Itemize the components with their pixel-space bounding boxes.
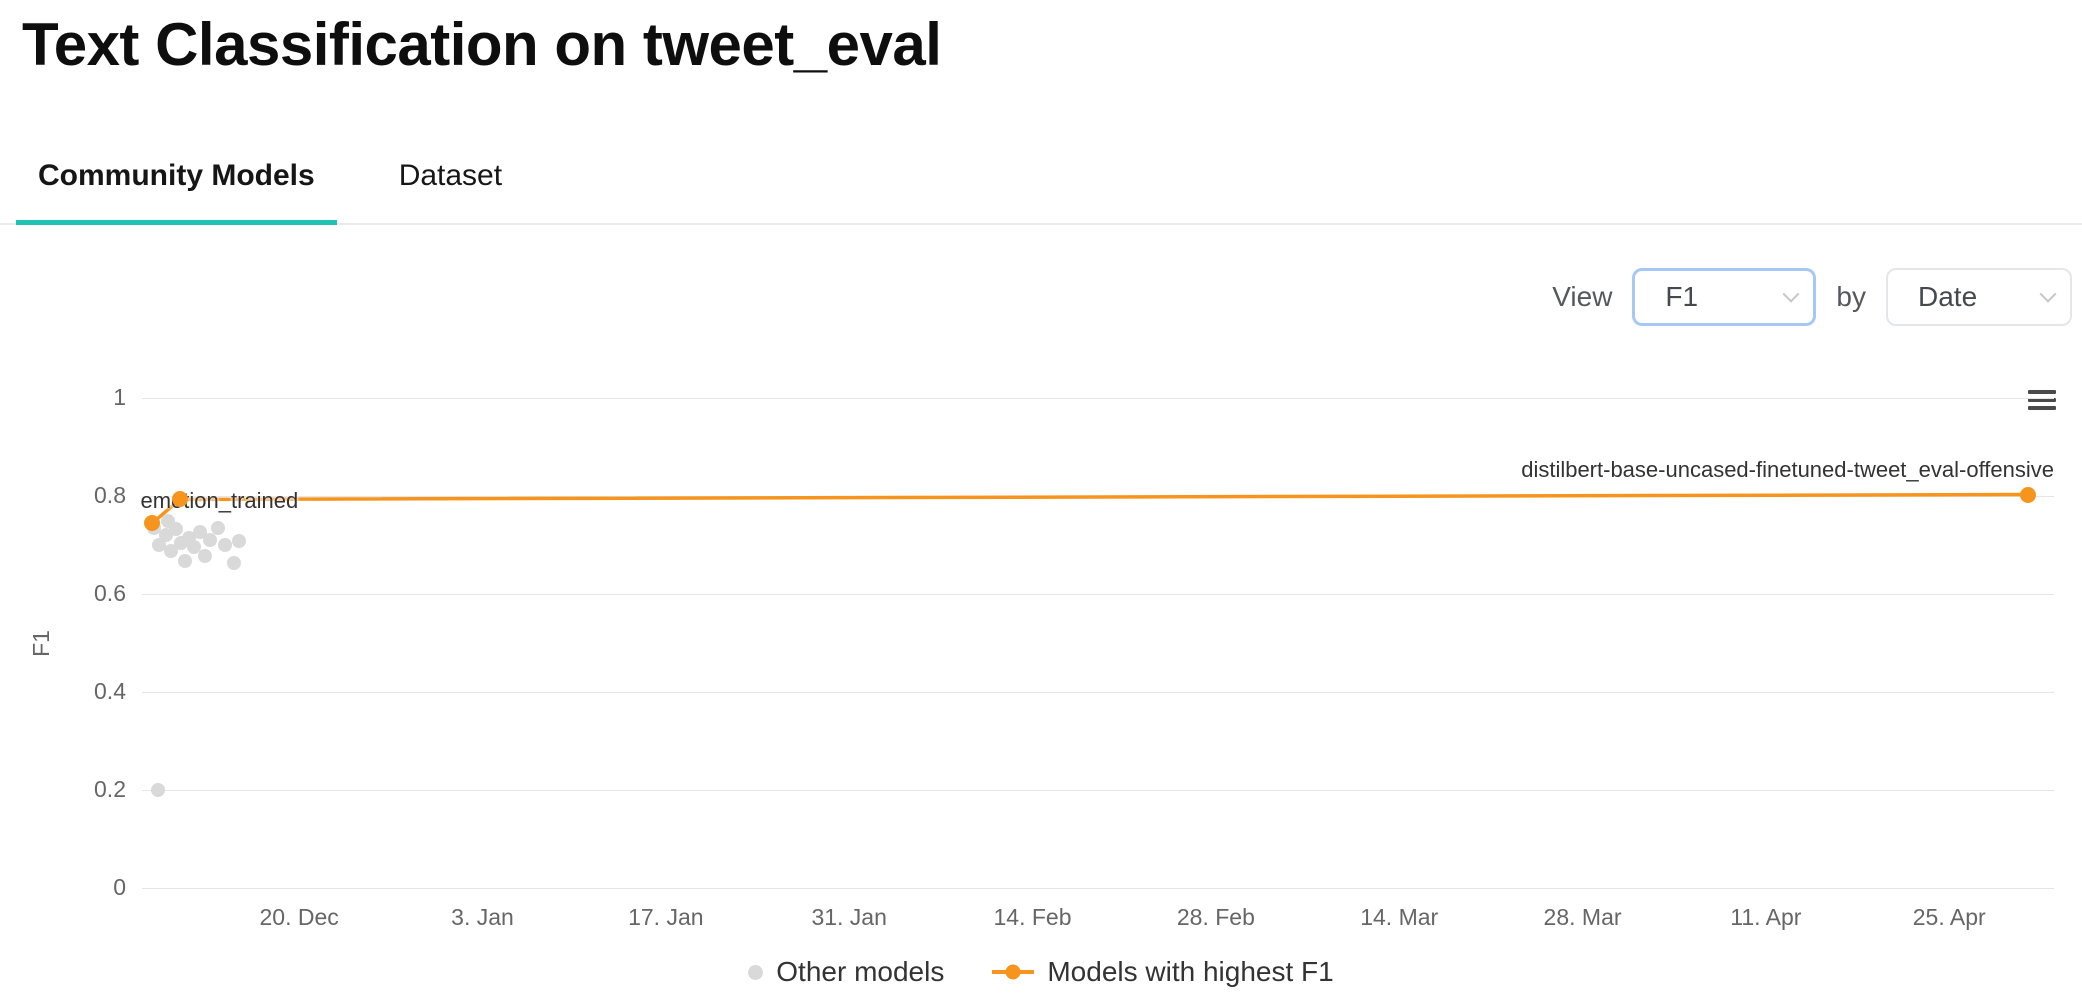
y-axis-tick-label: 0.8 bbox=[94, 482, 126, 508]
x-axis-tick-label: 20. Dec bbox=[259, 904, 339, 930]
tab-community-models[interactable]: Community Models bbox=[16, 148, 337, 225]
gridline bbox=[142, 495, 2054, 497]
x-axis-tick-label: 25. Apr bbox=[1912, 904, 1986, 930]
gridline bbox=[142, 789, 2054, 791]
legend-label-other-models: Other models bbox=[776, 956, 945, 987]
view-label: View bbox=[1552, 281, 1613, 312]
x-axis-tick-label: 31. Jan bbox=[811, 904, 887, 930]
x-axis-tick-label: 3. Jan bbox=[451, 904, 514, 930]
highlight-model-point[interactable] bbox=[171, 491, 188, 508]
groupby-select-value: Date bbox=[1918, 281, 1978, 312]
y-axis-tick-label: 1 bbox=[113, 384, 126, 410]
chart-view-controls: View F1 by Date bbox=[1552, 268, 2072, 326]
metric-select-value: F1 bbox=[1665, 281, 1699, 312]
other-model-point[interactable] bbox=[178, 553, 193, 568]
gridline bbox=[142, 691, 2054, 693]
x-axis-tick-label: 14. Feb bbox=[993, 904, 1072, 930]
legend-marker-other-dot bbox=[748, 964, 764, 980]
point-label: emotion_trained bbox=[140, 487, 299, 513]
gridline bbox=[142, 593, 2054, 595]
other-model-point[interactable] bbox=[163, 543, 178, 558]
by-label: by bbox=[1836, 281, 1866, 312]
y-axis-title: F1 bbox=[27, 630, 54, 657]
gridline bbox=[142, 397, 2054, 399]
groupby-select[interactable]: Date bbox=[1886, 268, 2072, 326]
x-axis-tick-label: 28. Feb bbox=[1176, 904, 1255, 930]
other-model-point[interactable] bbox=[169, 522, 184, 537]
legend-marker-highlight-line bbox=[992, 964, 1035, 980]
other-model-point[interactable] bbox=[231, 534, 246, 549]
x-axis-tick-label: 14. Mar bbox=[1360, 904, 1439, 930]
other-model-point[interactable] bbox=[217, 538, 232, 552]
other-model-point[interactable] bbox=[197, 548, 212, 563]
point-label: distilbert-base-uncased-finetuned-tweet_… bbox=[1521, 456, 2054, 482]
other-model-point[interactable] bbox=[150, 783, 165, 797]
metric-select[interactable]: F1 bbox=[1632, 268, 1817, 326]
chart-legend: Other models Models with highest F1 bbox=[0, 956, 2082, 988]
x-axis-tick-label: 11. Apr bbox=[1730, 904, 1802, 930]
other-model-point[interactable] bbox=[203, 533, 218, 548]
y-axis-tick-label: 0 bbox=[113, 874, 126, 900]
legend-item-highest-f1[interactable]: Models with highest F1 bbox=[992, 956, 1334, 988]
tab-dataset[interactable]: Dataset bbox=[398, 159, 503, 192]
highlight-model-point[interactable] bbox=[2019, 486, 2036, 503]
legend-item-other-models[interactable]: Other models bbox=[748, 956, 944, 988]
hamburger-icon bbox=[2028, 406, 2056, 410]
gridline bbox=[142, 887, 2054, 889]
page-title: Text Classification on tweet_eval bbox=[22, 11, 942, 78]
hamburger-icon bbox=[2028, 390, 2056, 394]
tab-bar: Community Models Dataset bbox=[0, 148, 2082, 225]
x-axis-tick-label: 17. Jan bbox=[628, 904, 704, 930]
hamburger-icon bbox=[2028, 398, 2056, 402]
other-model-point[interactable] bbox=[187, 540, 202, 555]
y-axis-tick-label: 0.2 bbox=[94, 776, 126, 802]
other-model-point[interactable] bbox=[226, 555, 241, 570]
y-axis-tick-label: 0.4 bbox=[94, 678, 126, 704]
highlight-model-point[interactable] bbox=[144, 514, 161, 531]
chart-menu-button[interactable] bbox=[2028, 390, 2056, 414]
y-axis-tick-label: 0.6 bbox=[94, 580, 126, 606]
x-axis-tick-label: 28. Mar bbox=[1543, 904, 1622, 930]
legend-label-highest-f1: Models with highest F1 bbox=[1047, 956, 1334, 987]
other-model-point[interactable] bbox=[210, 521, 225, 536]
